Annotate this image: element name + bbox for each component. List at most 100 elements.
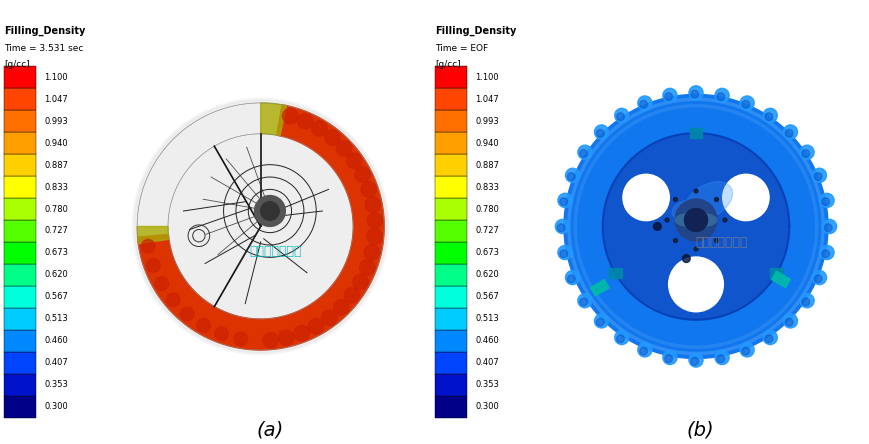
Circle shape xyxy=(681,255,689,262)
Text: 0.780: 0.780 xyxy=(44,205,68,214)
Circle shape xyxy=(813,275,821,283)
Text: 1.100: 1.100 xyxy=(474,73,498,82)
Circle shape xyxy=(355,167,370,182)
Text: 0.513: 0.513 xyxy=(44,314,68,323)
Circle shape xyxy=(637,96,651,110)
Bar xyxy=(689,128,701,138)
Circle shape xyxy=(716,93,724,101)
Text: 1.047: 1.047 xyxy=(44,95,68,103)
Circle shape xyxy=(722,174,768,221)
Circle shape xyxy=(166,293,180,307)
Circle shape xyxy=(596,129,603,137)
Circle shape xyxy=(215,327,228,341)
Text: 0.300: 0.300 xyxy=(474,402,498,411)
Bar xyxy=(4,308,36,330)
Bar xyxy=(4,264,36,286)
Circle shape xyxy=(308,319,323,334)
Circle shape xyxy=(664,93,672,101)
Bar xyxy=(434,286,467,308)
Circle shape xyxy=(762,108,776,123)
Circle shape xyxy=(196,319,210,332)
Circle shape xyxy=(801,298,809,306)
Text: 0.727: 0.727 xyxy=(44,226,68,235)
Circle shape xyxy=(639,347,647,355)
Circle shape xyxy=(361,182,376,197)
Circle shape xyxy=(722,218,726,222)
Text: (b): (b) xyxy=(686,420,713,440)
Text: 0.460: 0.460 xyxy=(474,337,498,345)
Circle shape xyxy=(234,332,248,346)
Bar xyxy=(4,396,36,418)
Bar xyxy=(434,220,467,242)
Circle shape xyxy=(353,274,368,289)
Circle shape xyxy=(693,247,697,251)
Circle shape xyxy=(155,277,169,290)
Circle shape xyxy=(180,307,194,321)
Circle shape xyxy=(141,239,155,253)
Circle shape xyxy=(622,174,668,221)
Polygon shape xyxy=(563,95,827,358)
Circle shape xyxy=(602,133,788,320)
Circle shape xyxy=(334,300,348,315)
Bar xyxy=(4,154,36,176)
Circle shape xyxy=(785,129,793,137)
Circle shape xyxy=(714,88,728,103)
Ellipse shape xyxy=(672,200,700,220)
Circle shape xyxy=(297,114,313,129)
Text: 0.673: 0.673 xyxy=(474,249,499,258)
Polygon shape xyxy=(137,103,282,350)
Text: 0.940: 0.940 xyxy=(44,139,68,147)
Circle shape xyxy=(668,257,722,312)
Circle shape xyxy=(740,96,753,110)
Circle shape xyxy=(688,86,702,100)
Circle shape xyxy=(579,298,587,306)
Circle shape xyxy=(653,222,660,230)
Bar xyxy=(4,66,36,88)
Text: Filling_Density: Filling_Density xyxy=(4,26,86,36)
Circle shape xyxy=(662,350,676,365)
Bar xyxy=(4,352,36,374)
Circle shape xyxy=(799,145,813,159)
Circle shape xyxy=(812,270,826,285)
Text: Time = 3.531 sec: Time = 3.531 sec xyxy=(4,44,83,53)
Circle shape xyxy=(785,318,793,326)
Text: 乐图有限元分析: 乐图有限元分析 xyxy=(249,245,302,258)
Circle shape xyxy=(799,293,813,308)
Circle shape xyxy=(364,245,379,260)
Circle shape xyxy=(673,198,677,202)
Text: 0.993: 0.993 xyxy=(474,117,498,126)
Text: 0.567: 0.567 xyxy=(474,293,498,301)
Bar xyxy=(4,374,36,396)
Circle shape xyxy=(684,209,706,231)
Ellipse shape xyxy=(674,213,716,227)
Circle shape xyxy=(664,355,672,363)
Circle shape xyxy=(741,100,749,108)
Circle shape xyxy=(567,275,574,283)
Bar xyxy=(4,286,36,308)
Text: 0.353: 0.353 xyxy=(474,381,498,389)
Circle shape xyxy=(261,202,279,220)
Bar xyxy=(434,374,467,396)
Bar xyxy=(434,396,467,418)
Circle shape xyxy=(594,314,608,328)
Text: 1.100: 1.100 xyxy=(44,73,68,82)
Bar xyxy=(434,198,467,220)
Circle shape xyxy=(639,100,647,108)
Text: 0.353: 0.353 xyxy=(44,381,68,389)
Bar xyxy=(4,132,36,154)
Text: 0.780: 0.780 xyxy=(474,205,498,214)
Circle shape xyxy=(367,229,381,244)
Circle shape xyxy=(764,335,772,343)
Circle shape xyxy=(278,330,294,345)
Circle shape xyxy=(824,224,832,232)
Bar xyxy=(4,176,36,198)
Bar xyxy=(434,88,467,110)
Circle shape xyxy=(577,145,591,159)
Bar xyxy=(434,154,467,176)
Circle shape xyxy=(821,219,836,234)
Text: 0.620: 0.620 xyxy=(474,270,498,279)
Circle shape xyxy=(311,121,327,136)
Circle shape xyxy=(282,108,297,124)
Bar xyxy=(4,220,36,242)
Circle shape xyxy=(782,125,797,139)
